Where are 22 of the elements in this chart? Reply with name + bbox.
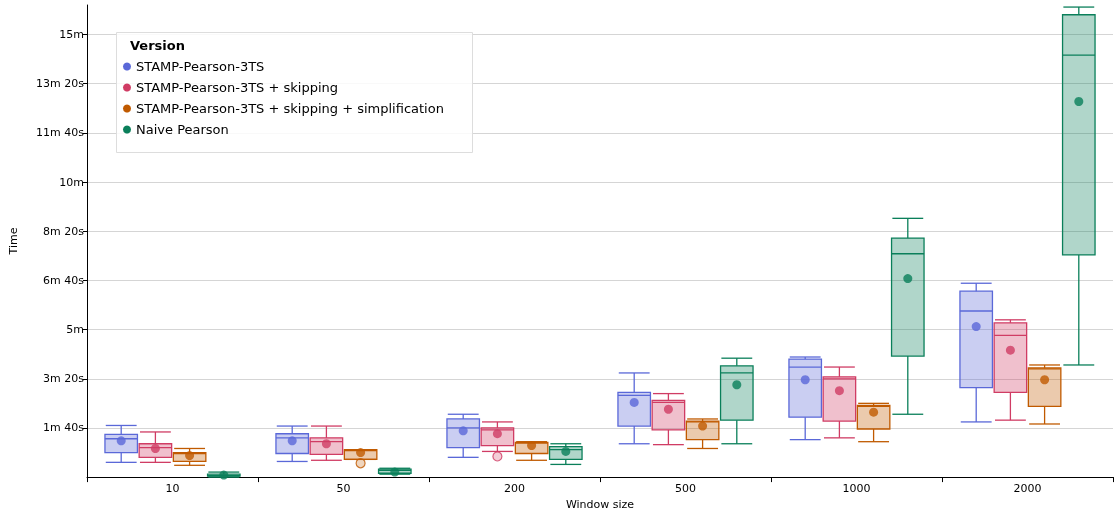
legend-title: Version	[130, 38, 185, 53]
legend-label: Naive Pearson	[136, 122, 229, 137]
x-tick-label: 10	[165, 482, 180, 496]
y-tick-label: 3m 20s	[43, 372, 85, 386]
x-axis-title: Window size	[565, 498, 635, 511]
y-tick-label: 8m 20s	[43, 224, 85, 238]
y-tick-label: 6m 40s	[43, 273, 85, 287]
y-tick-label: 5m	[66, 323, 84, 337]
x-tick-label: 1000	[842, 482, 871, 496]
x-tick-label: 500	[675, 482, 696, 496]
x-tick-label: 200	[504, 482, 525, 496]
y-tick-label: 1m 40s	[43, 421, 85, 435]
x-tick-label: 2000	[1013, 482, 1042, 496]
x-tick-label: 50	[336, 482, 351, 496]
legend-label: STAMP-Pearson-3TS	[136, 59, 265, 74]
y-tick-label: 15m	[59, 28, 84, 42]
legend-label: STAMP-Pearson-3TS + skipping	[136, 80, 339, 95]
y-axis-title: Time	[7, 227, 20, 256]
y-tick-label: 10m	[59, 175, 84, 189]
y-tick-label: 13m 20s	[36, 77, 85, 91]
y-tick-label: 11m 40s	[36, 126, 85, 140]
legend-label: STAMP-Pearson-3TS + skipping + simplification	[136, 101, 444, 116]
